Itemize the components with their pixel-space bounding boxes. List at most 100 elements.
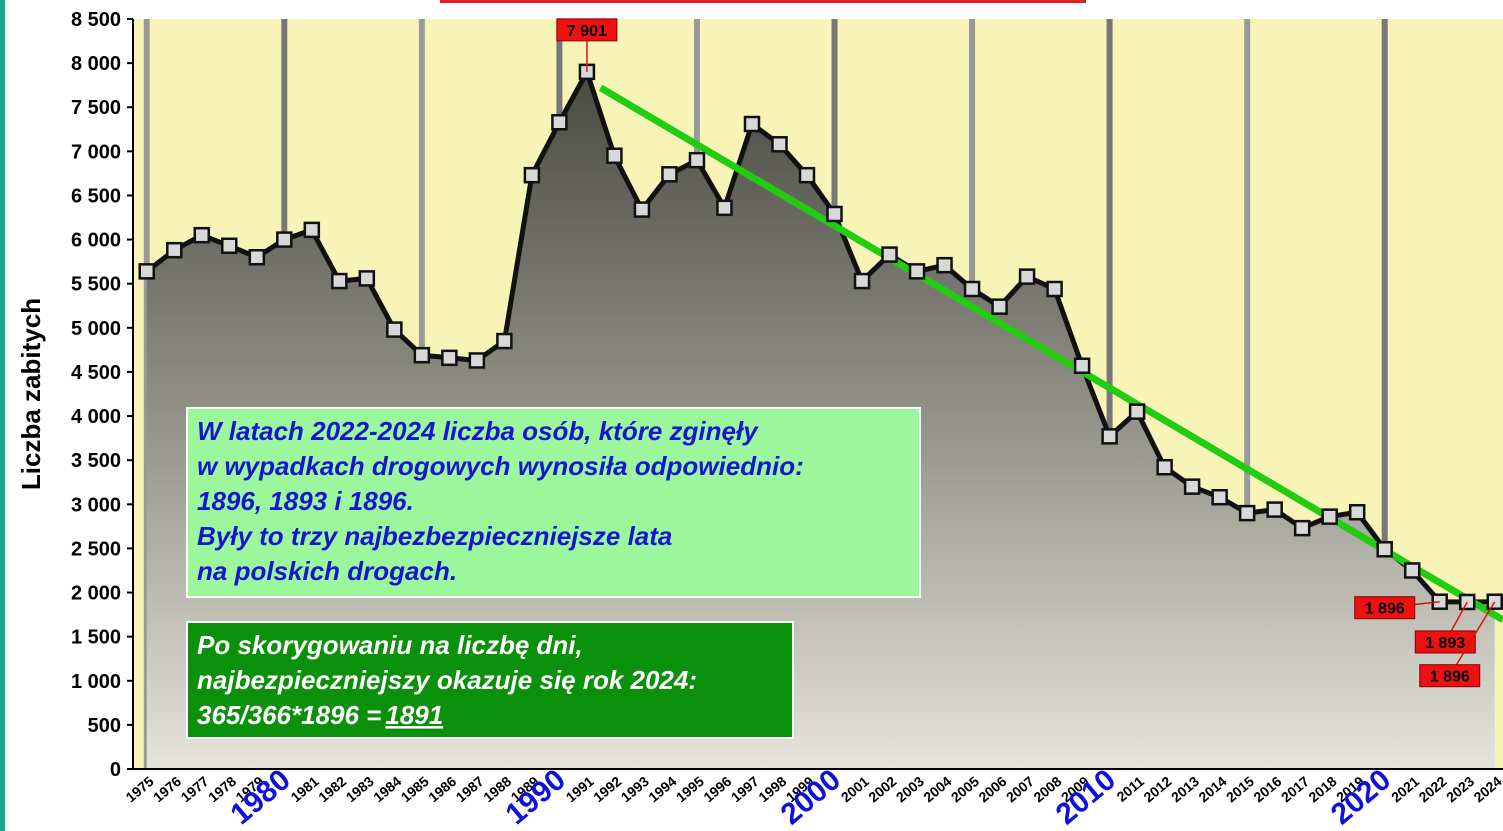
- marker: [661, 166, 678, 183]
- x-tick-label: 2024: [1471, 773, 1503, 805]
- marker: [1018, 268, 1036, 285]
- x-tick-label: 1977: [178, 773, 212, 805]
- marker: [936, 256, 953, 274]
- y-tick-label: 7 000: [71, 141, 121, 163]
- data-label: 1 893: [1425, 635, 1465, 652]
- marker: [386, 321, 403, 338]
- x-tick-label: 2003: [893, 773, 927, 805]
- x-tick-label: 2016: [1250, 773, 1284, 805]
- annotation-text: Były to trzy najbezbezpieczniejsze lata: [197, 521, 672, 551]
- label-leader: [1449, 601, 1496, 677]
- marker: [413, 346, 431, 364]
- y-tick-label: 0: [110, 759, 121, 781]
- x-tick-label: 2004: [920, 773, 954, 805]
- marker: [826, 205, 843, 223]
- y-tick-label: 1 500: [71, 627, 121, 649]
- annotation-text: w wypadkach drogowych wynosiła odpowiedn…: [197, 451, 804, 481]
- marker: [1156, 458, 1173, 476]
- y-tick-label: 3 000: [71, 494, 121, 516]
- y-tick-label: 4 500: [71, 362, 121, 384]
- x-tick-label: 1976: [150, 773, 184, 805]
- marker: [523, 166, 541, 184]
- y-tick-label: 500: [88, 715, 121, 737]
- marker: [138, 263, 156, 280]
- label-box: [1414, 630, 1476, 654]
- label-box: [1354, 596, 1416, 620]
- x-tick-label: 2006: [975, 773, 1009, 805]
- marker: [963, 280, 981, 298]
- marker: [881, 246, 898, 263]
- marker: [331, 272, 348, 290]
- annotation-text: 1896, 1893 i 1896.: [197, 486, 414, 516]
- x-tick-label: 2021: [1388, 773, 1422, 805]
- marker: [1101, 428, 1118, 445]
- x-tick-label: 2020: [1325, 763, 1397, 831]
- x-tick-label: 1992: [590, 773, 624, 805]
- x-tick-label: 1986: [425, 773, 459, 805]
- x-tick-label: 1983: [343, 773, 377, 805]
- marker: [303, 221, 321, 239]
- y-tick-label: 4 000: [71, 406, 121, 428]
- x-tick-label: 2013: [1168, 773, 1202, 805]
- y-tick-label: 6 500: [71, 185, 121, 207]
- y-tick-label: 5 000: [71, 318, 121, 340]
- x-tick-label: 2022: [1416, 773, 1450, 805]
- x-tick-label: 2007: [1003, 773, 1037, 805]
- x-tick-label: 1980: [224, 763, 296, 831]
- marker: [908, 263, 926, 280]
- data-label: 7 901: [567, 23, 607, 40]
- marker: [276, 231, 293, 248]
- trend-line: [598, 84, 1503, 623]
- x-tick-label: 1997: [728, 773, 762, 805]
- marker: [496, 332, 513, 350]
- marker: [1376, 541, 1393, 558]
- x-tick-label: 2017: [1278, 773, 1312, 805]
- left-border: [0, 0, 5, 831]
- marker: [1403, 562, 1421, 579]
- marker: [798, 166, 816, 184]
- y-tick-label: 3 500: [71, 450, 121, 472]
- annotation-text: Po skorygowaniu na liczbę dni,: [197, 630, 583, 660]
- annotation-text: na polskich drogach.: [197, 556, 457, 586]
- y-tick-label: 6 000: [71, 230, 121, 252]
- x-tick-label: 1991: [563, 773, 597, 805]
- annotation-box: [186, 407, 921, 598]
- marker: [1183, 478, 1201, 495]
- marker: [221, 237, 238, 255]
- title-underline: [440, 0, 1086, 3]
- marker: [771, 136, 788, 153]
- marker: [1046, 280, 1063, 298]
- x-tick-label: 2000: [775, 763, 847, 831]
- y-tick-label: 5 500: [71, 274, 121, 296]
- x-tick-label: 2023: [1443, 773, 1477, 805]
- marker: [248, 248, 266, 266]
- label-box: [1419, 664, 1481, 688]
- x-tick-label: 2005: [948, 773, 982, 805]
- annotation-text: najbezpieczniejszy okazuje się rok 2024:: [197, 665, 697, 695]
- x-tick-label: 1984: [370, 773, 404, 805]
- x-tick-label: 1985: [398, 773, 432, 805]
- marker: [1128, 403, 1146, 420]
- marker: [606, 147, 623, 165]
- marker: [716, 199, 733, 217]
- x-tick-label: 2015: [1223, 773, 1257, 805]
- marker: [166, 241, 183, 259]
- marker: [1266, 501, 1283, 518]
- annotation-text: 1891: [385, 700, 443, 730]
- label-box: [556, 18, 618, 42]
- x-tick-label: 1987: [453, 773, 487, 805]
- marker: [743, 115, 761, 133]
- x-tick-label: 1990: [500, 763, 572, 831]
- x-tick-label: 1996: [700, 773, 734, 805]
- x-tick-label: 1975: [123, 773, 157, 805]
- x-tick-label: 2012: [1140, 773, 1174, 805]
- x-tick-label: 1994: [645, 773, 679, 805]
- y-tick-label: 8 000: [71, 53, 121, 75]
- x-tick-label: 2001: [838, 773, 872, 805]
- marker: [1211, 488, 1228, 506]
- y-tick-label: 7 500: [71, 97, 121, 119]
- x-tick-label: 1982: [315, 773, 349, 805]
- data-label: 1 896: [1365, 601, 1405, 618]
